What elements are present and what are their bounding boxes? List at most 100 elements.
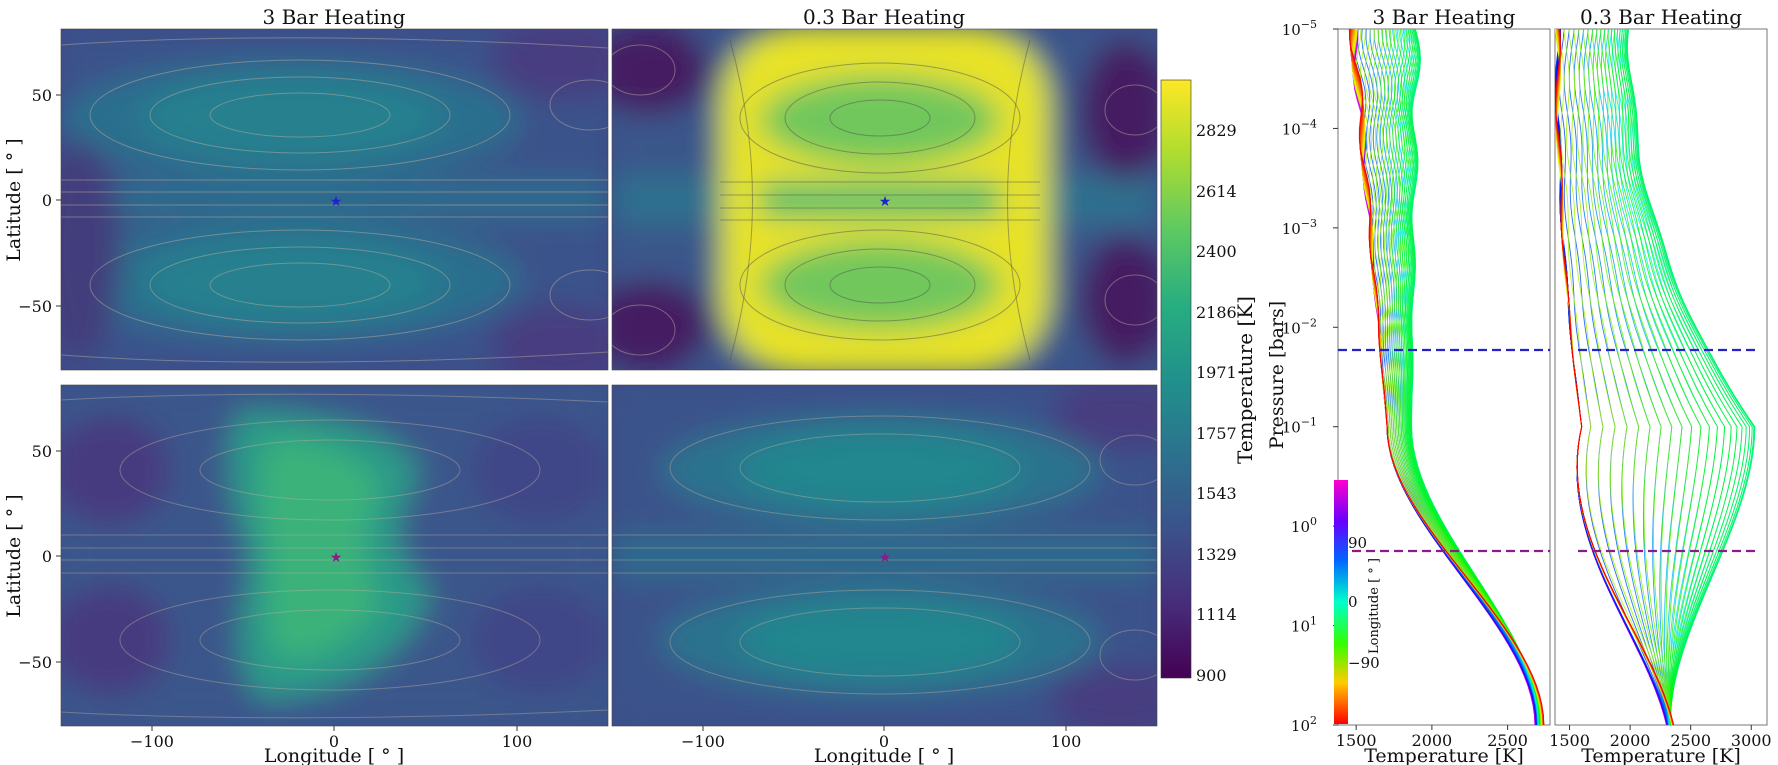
temperature-profile-line (1600, 29, 1693, 725)
xtick-right-m100: −100 (681, 732, 725, 751)
temperature-profile-line (1611, 29, 1718, 725)
cbar-tick-1971: 1971 (1196, 363, 1237, 382)
pressure-tick-label: 10−5 (1282, 18, 1317, 39)
temperature-profile-line (1583, 29, 1670, 725)
temperature-profile-line (1563, 29, 1673, 725)
ytick-top-0: 0 (42, 191, 52, 210)
cbar-tick-900: 900 (1196, 666, 1227, 685)
map-xaxis-right: −100 0 100 (681, 726, 1081, 751)
profile-xlabel-right: Temperature [K] (1581, 745, 1741, 765)
xtick-right-0: 0 (879, 732, 889, 751)
temperature-profile-line (1348, 29, 1545, 725)
map-3bar-deep: ★ (60, 384, 609, 727)
map-3bar-day-star: ★ (330, 194, 343, 210)
cbar-tick-1114: 1114 (1196, 605, 1237, 624)
map-3bar-deep-star: ★ (330, 550, 343, 566)
temperature-profile-line (1596, 29, 1683, 725)
cbar-tick-1329: 1329 (1196, 545, 1237, 564)
xtick-left-100: 100 (502, 732, 533, 751)
map-ylabel-top: Latitude [ ° ] (3, 138, 25, 261)
lon-cbar-tick-90: 90 (1348, 534, 1367, 552)
temperature-tick-label: 1500 (1549, 731, 1590, 750)
temperature-tick-label: 2000 (1610, 731, 1651, 750)
temperature-profile-line (1614, 29, 1726, 725)
ytick-top-50: 50 (32, 86, 52, 105)
map-yaxis-top: 50 0 −50 (18, 86, 61, 316)
temperature-tick-label: 2500 (1487, 731, 1528, 750)
map-03bar-deep-star: ★ (879, 550, 892, 566)
temperature-profile-line (1596, 29, 1683, 725)
temperature-tick-label: 1500 (1336, 731, 1377, 750)
temperature-profile-line (1578, 29, 1670, 725)
profile-xaxis: 1500 2000 2500 1500 2000 2500 3000 (1336, 725, 1772, 750)
temperature-profile-line (1604, 29, 1702, 725)
temperature-profile-line (1573, 29, 1670, 725)
profile-title-right: 0.3 Bar Heating (1580, 5, 1742, 29)
ytick-bot-m50: −50 (18, 653, 52, 672)
xtick-right-100: 100 (1051, 732, 1082, 751)
profile-panel-3bar (1337, 28, 1551, 726)
temperature-profile-line (1582, 29, 1672, 725)
xtick-left-0: 0 (329, 732, 339, 751)
cbar-tick-1543: 1543 (1196, 484, 1237, 503)
cbar-tick-2829: 2829 (1196, 121, 1237, 140)
temperature-tick-label: 2000 (1412, 731, 1453, 750)
temperature-profile-line (1558, 29, 1669, 725)
temperature-profile-line (1616, 29, 1732, 725)
temperature-profile-line (1626, 29, 1755, 725)
map-xlabel-right: Longitude [ ° ] (814, 745, 954, 765)
pressure-tick-label: 10−3 (1282, 217, 1317, 238)
temperature-profile-line (1563, 29, 1669, 725)
temperature-profile-line (1555, 29, 1675, 725)
map-title-right: 0.3 Bar Heating (803, 5, 965, 29)
temperature-profile-line (1573, 29, 1673, 725)
lon-cbar-label: Longitude [ ° ] (1367, 558, 1382, 654)
cbar-tick-2614: 2614 (1196, 182, 1237, 201)
temperature-profile-line (1624, 29, 1751, 725)
temperature-colorbar: 2829 2614 2400 2186 1971 1757 1543 1329 … (1160, 79, 1257, 685)
temperature-profile-line (1591, 29, 1673, 725)
pressure-tick-label: 101 (1291, 615, 1317, 636)
map-03bar-deep: ★ (611, 384, 1158, 727)
pressure-tick-label: 10−4 (1282, 117, 1317, 138)
temperature-profile-line (1623, 29, 1747, 725)
pressure-tick-label: 102 (1291, 714, 1317, 735)
ytick-bot-50: 50 (32, 442, 52, 461)
longitude-colorbar: 90 0 −90 Longitude [ ° ] (1334, 480, 1382, 724)
map-yaxis-bottom: 50 0 −50 (18, 442, 61, 672)
ytick-bot-0: 0 (42, 547, 52, 566)
temperature-profile-line (1619, 29, 1738, 725)
temperature-profile-line (1568, 29, 1669, 725)
temperature-profile-line (1558, 29, 1673, 725)
temperature-tick-label: 2500 (1670, 731, 1711, 750)
lon-cbar-tick-m90: −90 (1348, 654, 1380, 672)
profile-title-left: 3 Bar Heating (1373, 5, 1516, 29)
map-3bar-day: ★ (60, 28, 609, 371)
lon-cbar-tick-0: 0 (1348, 593, 1358, 611)
profile-ylabel: Pressure [bars] (1266, 301, 1288, 449)
ytick-top-m50: −50 (18, 297, 52, 316)
temperature-profile-line (1587, 29, 1672, 725)
temperature-profile-line (1625, 29, 1753, 725)
cbar-tick-1757: 1757 (1196, 424, 1237, 443)
temperature-profile-line (1607, 29, 1710, 725)
temperature-profile-line (1621, 29, 1743, 725)
xtick-left-m100: −100 (130, 732, 174, 751)
temperature-tick-label: 3000 (1731, 731, 1772, 750)
profile-xlabel-left: Temperature [K] (1364, 745, 1524, 765)
map-ylabel-bottom: Latitude [ ° ] (3, 494, 25, 617)
temperature-profile-line (1568, 29, 1673, 725)
profile-panel-03bar (1554, 28, 1768, 726)
cbar-tick-2186: 2186 (1196, 303, 1237, 322)
map-03bar-day: ★ (611, 28, 1158, 371)
cbar-label: Temperature [K] (1233, 296, 1257, 464)
map-xaxis-left: −100 0 100 (130, 726, 532, 751)
map-xlabel-left: Longitude [ ° ] (264, 745, 404, 765)
temperature-profile-line (1577, 29, 1672, 725)
cbar-tick-2400: 2400 (1196, 242, 1237, 261)
pressure-tick-label: 100 (1291, 515, 1317, 536)
map-03bar-day-star: ★ (879, 194, 892, 210)
map-title-left: 3 Bar Heating (263, 5, 406, 29)
